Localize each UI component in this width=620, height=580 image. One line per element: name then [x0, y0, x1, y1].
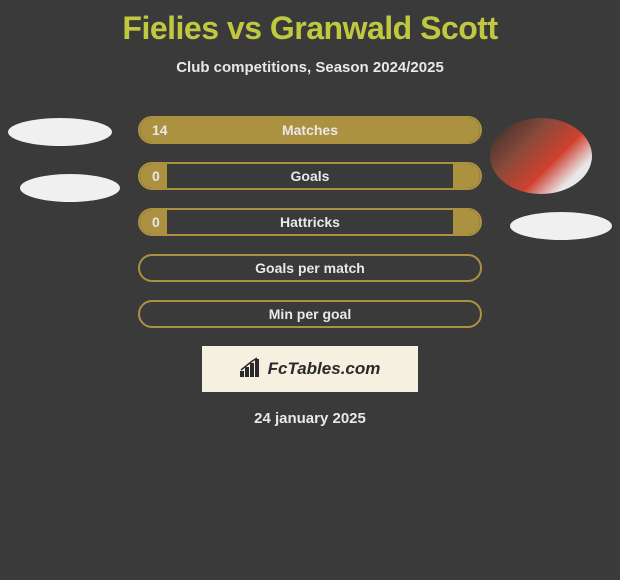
stat-row-goals: 0 Goals: [0, 162, 620, 190]
stat-bar-right-fill: [453, 164, 480, 188]
chart-bars-icon: [240, 357, 262, 382]
stat-value-left: 0: [152, 168, 160, 184]
stat-label: Hattricks: [280, 214, 340, 230]
stat-bar-hattricks: 0 Hattricks: [138, 208, 482, 236]
stat-label: Goals: [291, 168, 330, 184]
stat-bar-matches: 14 Matches: [138, 116, 482, 144]
stat-label: Min per goal: [269, 306, 351, 322]
stat-bar-goals-per-match: Goals per match: [138, 254, 482, 282]
stat-row-goals-per-match: Goals per match: [0, 254, 620, 282]
stat-label: Matches: [282, 122, 338, 138]
fctables-logo[interactable]: FcTables.com: [202, 346, 418, 392]
stat-row-hattricks: 0 Hattricks: [0, 208, 620, 236]
stat-bar-right-fill: [453, 210, 480, 234]
stat-value-left: 0: [152, 214, 160, 230]
stat-row-min-per-goal: Min per goal: [0, 300, 620, 328]
stat-bar-min-per-goal: Min per goal: [138, 300, 482, 328]
stat-label: Goals per match: [255, 260, 365, 276]
fctables-logo-text: FcTables.com: [268, 359, 381, 379]
stat-bar-goals: 0 Goals: [138, 162, 482, 190]
comparison-title: Fielies vs Granwald Scott: [0, 0, 620, 47]
stat-row-matches: 14 Matches: [0, 116, 620, 144]
stat-value-left: 14: [152, 122, 168, 138]
stats-area: 14 Matches 0 Goals 0 Hattricks Goals per…: [0, 116, 620, 328]
comparison-date: 24 january 2025: [0, 410, 620, 427]
comparison-subtitle: Club competitions, Season 2024/2025: [0, 59, 620, 76]
